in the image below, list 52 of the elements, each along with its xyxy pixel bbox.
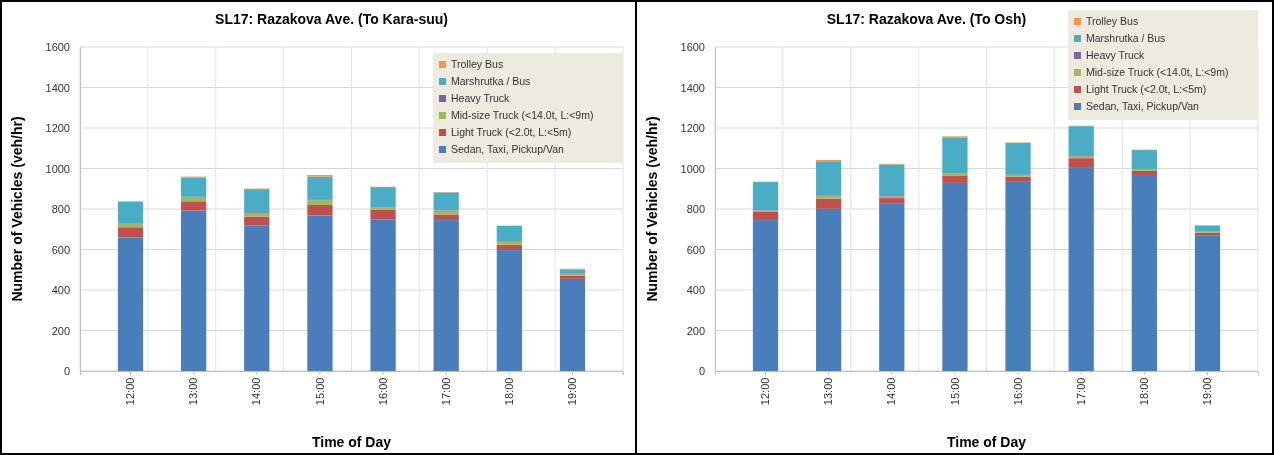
legend-label: Light Truck (<2.0t, L:<5m)	[451, 126, 572, 138]
x-axis-title: Time of Day	[311, 434, 392, 450]
x-tick-label: 18:00	[503, 377, 516, 406]
x-tick-label: 12:00	[759, 377, 772, 406]
y-tick-label: 800	[686, 203, 705, 216]
y-tick-label: 600	[51, 243, 70, 256]
y-tick-label: 0	[698, 365, 705, 378]
y-tick-label: 1600	[680, 41, 705, 54]
y-tick-label: 1000	[45, 162, 70, 175]
y-tick-label: 1600	[45, 41, 70, 54]
chart-title: SL17: Razakova Ave. (To Kara-suu)	[215, 11, 448, 27]
x-tick-label: 19:00	[566, 377, 579, 406]
y-tick-label: 800	[51, 203, 70, 216]
x-tick-label: 13:00	[187, 377, 200, 406]
x-axis-title: Time of Day	[946, 434, 1027, 450]
legend-label: Light Truck (<2.0t, L:<5m)	[1086, 83, 1207, 95]
x-tick-label: 12:00	[124, 377, 137, 406]
y-tick-label: 600	[686, 243, 705, 256]
legend-label: Marshrutka / Bus	[451, 75, 531, 87]
legend-label: Mid-size Truck (<14.0t, L:<9m)	[451, 109, 594, 121]
y-tick-label: 0	[63, 365, 70, 378]
y-tick-label: 200	[51, 324, 70, 337]
x-tick-label: 14:00	[250, 377, 263, 406]
x-tick-label: 19:00	[1201, 377, 1214, 406]
legend-label: Sedan, Taxi, Pickup/Van	[451, 143, 565, 155]
x-tick-label: 13:00	[822, 377, 835, 406]
x-tick-label: 17:00	[439, 377, 452, 406]
legend-label: Trolley Bus	[1086, 15, 1139, 27]
y-tick-label: 1200	[45, 122, 70, 135]
y-tick-label: 400	[51, 284, 70, 297]
legend-label: Heavy Truck	[1086, 49, 1146, 61]
x-tick-label: 17:00	[1074, 377, 1087, 406]
y-tick-label: 1400	[680, 81, 705, 94]
x-tick-label: 18:00	[1138, 377, 1151, 406]
chart-title: SL17: Razakova Ave. (To Osh)	[826, 11, 1027, 27]
y-tick-label: 1200	[680, 122, 705, 135]
y-tick-label: 200	[686, 324, 705, 337]
legend-label: Mid-size Truck (<14.0t, L:<9m)	[1086, 66, 1229, 78]
y-axis-title: Number of Vehicles (veh/hr)	[644, 116, 660, 302]
legend-label: Heavy Truck	[451, 92, 511, 104]
legend-label: Sedan, Taxi, Pickup/Van	[1086, 100, 1200, 112]
y-tick-label: 400	[686, 284, 705, 297]
y-axis-title: Number of Vehicles (veh/hr)	[9, 116, 25, 302]
x-tick-label: 16:00	[376, 377, 389, 406]
legend-label: Marshrutka / Bus	[1086, 32, 1166, 44]
x-tick-label: 16:00	[1011, 377, 1024, 406]
legend-label: Trolley Bus	[451, 58, 504, 70]
x-tick-label: 15:00	[313, 377, 326, 406]
y-tick-label: 1000	[680, 162, 705, 175]
y-tick-label: 1400	[45, 81, 70, 94]
x-tick-label: 14:00	[885, 377, 898, 406]
x-tick-label: 15:00	[948, 377, 961, 406]
